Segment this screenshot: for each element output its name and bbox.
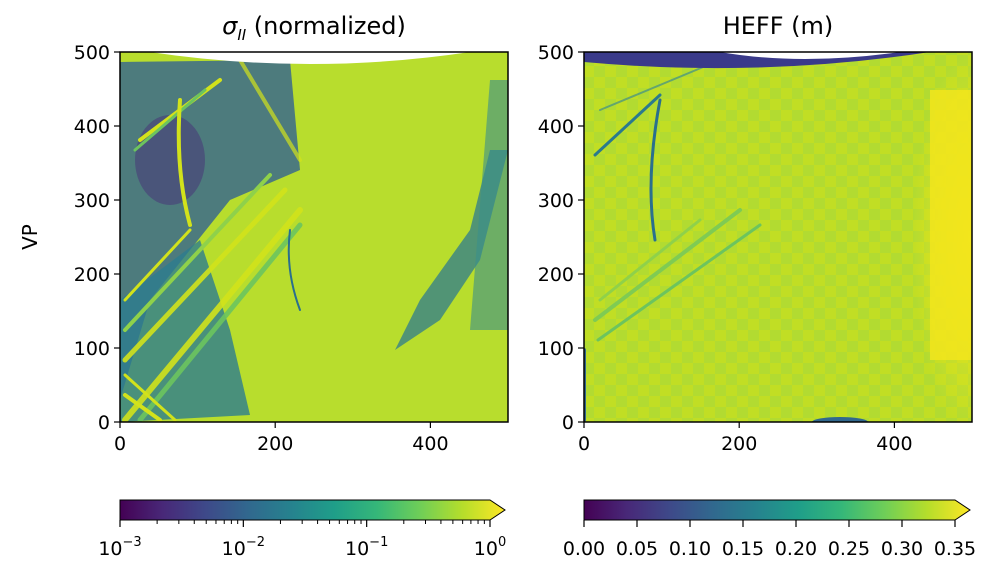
- left-title-rest: (normalized): [246, 12, 406, 40]
- right-y-tick-label: 200: [538, 264, 574, 286]
- left-stripes: [122, 58, 303, 422]
- left-x-tick-label: 200: [257, 433, 293, 455]
- left-colorbar-bar: [119, 499, 506, 521]
- left-colorbar-tick-exponent: 0: [498, 535, 506, 550]
- right-panel-title: HEFF (m): [723, 12, 834, 40]
- left-colorbar-tick-base: 10: [345, 538, 369, 560]
- left-colorbar-ticks: 10−3 10−2 10−1 100: [98, 520, 506, 560]
- right-colorbar-tick-label: 0.05: [616, 538, 658, 560]
- left-panel: σII (normalized): [18, 12, 509, 455]
- right-x-tick-label: 400: [876, 433, 912, 455]
- left-heatmap: [120, 52, 508, 422]
- right-heatmap-base: [584, 52, 972, 422]
- left-colorbar-tick-base: 10: [98, 538, 122, 560]
- right-colorbar-bar: [583, 499, 971, 521]
- left-colorbar-tick-label: 100: [474, 535, 506, 560]
- left-axes-frame: [119, 51, 509, 423]
- left-right-edge: [470, 80, 508, 330]
- right-panel: HEFF (m) 0 100 200 300 400 500 0 200 400: [538, 12, 973, 455]
- left-panel-title: σII (normalized): [222, 12, 406, 44]
- left-title-subscript: II: [237, 26, 246, 44]
- left-colorbar: 10−3 10−2 10−1 100: [98, 499, 506, 560]
- left-x-ticks: 0 200 400: [114, 422, 449, 455]
- left-y-tick-label: 400: [74, 116, 110, 138]
- left-y-tick-label: 200: [74, 264, 110, 286]
- right-y-tick-label: 300: [538, 190, 574, 212]
- right-colorbar-tick-label: 0.35: [934, 538, 976, 560]
- left-y-axis-label: VP: [18, 224, 42, 250]
- right-x-tick-label: 0: [578, 433, 590, 455]
- right-colorbar-tick-label: 0.25: [828, 538, 870, 560]
- left-colorbar-tick-label: 10−3: [98, 535, 141, 560]
- left-colorbar-tick-exponent: −2: [246, 535, 265, 550]
- left-y-ticks: 0 100 200 300 400 500: [74, 42, 120, 434]
- left-right-band: [395, 150, 508, 350]
- left-y-tick-label: 500: [74, 42, 110, 64]
- right-colorbar-ticks: 0.00 0.05 0.10 0.15 0.20 0.25 0.30 0.35: [563, 520, 976, 560]
- left-x-tick-label: 400: [412, 433, 448, 455]
- right-y-tick-label: 500: [538, 42, 574, 64]
- left-y-tick-label: 300: [74, 190, 110, 212]
- right-x-ticks: 0 200 400: [578, 422, 913, 455]
- right-top-crescent-white: [720, 52, 900, 59]
- left-colorbar-tick-label: 10−1: [345, 535, 388, 560]
- left-top-crescent: [150, 52, 470, 64]
- right-x-tick-label: 200: [721, 433, 757, 455]
- left-x-tick-label: 0: [114, 433, 126, 455]
- right-colorbar-tick-label: 0.10: [669, 538, 711, 560]
- right-colorbar-tick-label: 0.30: [881, 538, 923, 560]
- right-y-ticks: 0 100 200 300 400 500: [538, 42, 584, 434]
- left-colorbar-tick-base: 10: [222, 538, 246, 560]
- right-axes-frame: [583, 51, 973, 423]
- left-y-tick-label: 0: [98, 412, 110, 434]
- right-y-tick-label: 400: [538, 116, 574, 138]
- right-heatmap: [584, 52, 972, 422]
- right-heatmap-tint: [584, 52, 972, 422]
- right-colorbar-tick-label: 0.15: [722, 538, 764, 560]
- right-bottom-dark-spot: [812, 417, 868, 422]
- left-colorbar-tick-base: 10: [474, 538, 498, 560]
- right-colorbar-tick-label: 0.00: [563, 538, 605, 560]
- left-dark-spot: [135, 115, 205, 205]
- right-yellow-edge: [930, 90, 972, 360]
- right-y-tick-label: 100: [538, 338, 574, 360]
- left-dark-region: [120, 60, 300, 400]
- left-colorbar-tick-exponent: −3: [123, 535, 142, 550]
- right-colorbar-tick-label: 0.20: [775, 538, 817, 560]
- left-title-symbol: σ: [222, 12, 238, 40]
- right-colorbar: 0.00 0.05 0.10 0.15 0.20 0.25 0.30 0.35: [563, 499, 976, 560]
- left-y-tick-label: 100: [74, 338, 110, 360]
- left-dark-region-2: [120, 240, 250, 422]
- right-stripes: [584, 59, 762, 422]
- left-colorbar-tick-label: 10−2: [222, 535, 265, 560]
- left-colorbar-tick-exponent: −1: [369, 535, 388, 550]
- right-y-tick-label: 0: [562, 412, 574, 434]
